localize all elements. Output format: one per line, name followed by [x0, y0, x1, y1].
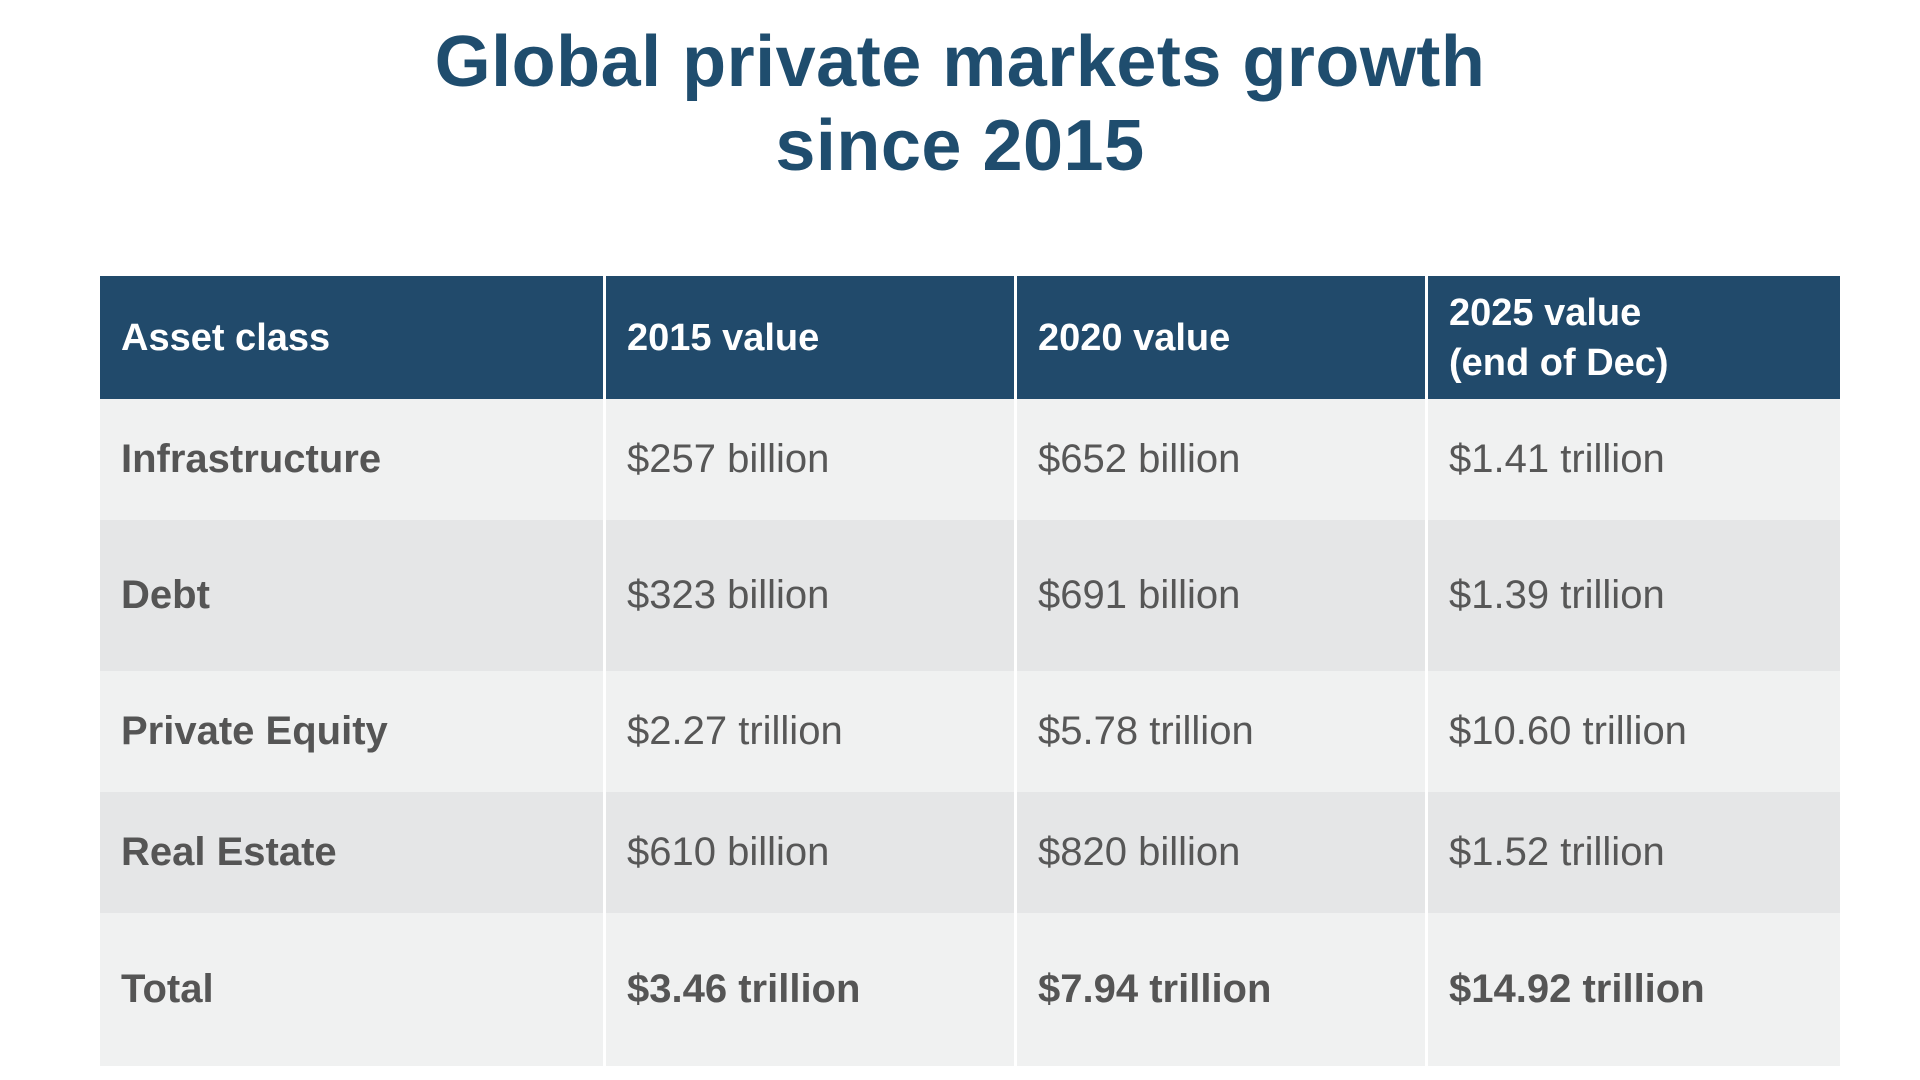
table-cell: $1.39 trillion — [1428, 520, 1840, 671]
column-header-asset-class: Asset class — [100, 276, 603, 399]
table-cell: $10.60 trillion — [1428, 671, 1840, 792]
table-cell: $3.46 trillion — [606, 913, 1014, 1066]
chart-title: Global private markets growth since 2015 — [0, 20, 1920, 188]
row-label: Total — [100, 913, 603, 1066]
table-row: Private Equity $2.27 trillion $5.78 tril… — [100, 671, 1840, 792]
table-row: Debt $323 billion $691 billion $1.39 tri… — [100, 520, 1840, 671]
column-header-2025-value: 2025 value (end of Dec) — [1428, 276, 1840, 399]
row-label: Real Estate — [100, 792, 603, 913]
table-cell: $610 billion — [606, 792, 1014, 913]
table-cell: $820 billion — [1017, 792, 1425, 913]
table-cell: $323 billion — [606, 520, 1014, 671]
table-cell: $691 billion — [1017, 520, 1425, 671]
table-cell: $257 billion — [606, 399, 1014, 520]
table-cell: $1.41 trillion — [1428, 399, 1840, 520]
column-header-2015-value: 2015 value — [606, 276, 1014, 399]
table-cell: $652 billion — [1017, 399, 1425, 520]
row-label: Debt — [100, 520, 603, 671]
column-header-2025-line-2: (end of Dec) — [1449, 341, 1669, 384]
table-row: Real Estate $610 billion $820 billion $1… — [100, 792, 1840, 913]
row-label: Private Equity — [100, 671, 603, 792]
table-cell: $14.92 trillion — [1428, 913, 1840, 1066]
table-row: Infrastructure $257 billion $652 billion… — [100, 399, 1840, 520]
row-label: Infrastructure — [100, 399, 603, 520]
table-header-row: Asset class 2015 value 2020 value 2025 v… — [100, 276, 1840, 399]
column-header-2025-line-1: 2025 value — [1449, 291, 1642, 334]
table-cell: $2.27 trillion — [606, 671, 1014, 792]
table-cell: $1.52 trillion — [1428, 792, 1840, 913]
table-cell: $7.94 trillion — [1017, 913, 1425, 1066]
chart-title-line-2: since 2015 — [775, 106, 1145, 186]
column-header-2020-value: 2020 value — [1017, 276, 1425, 399]
table-cell: $5.78 trillion — [1017, 671, 1425, 792]
chart-title-line-1: Global private markets growth — [434, 22, 1486, 102]
table-total-row: Total $3.46 trillion $7.94 trillion $14.… — [100, 913, 1840, 1066]
data-table: Asset class 2015 value 2020 value 2025 v… — [100, 276, 1840, 1066]
